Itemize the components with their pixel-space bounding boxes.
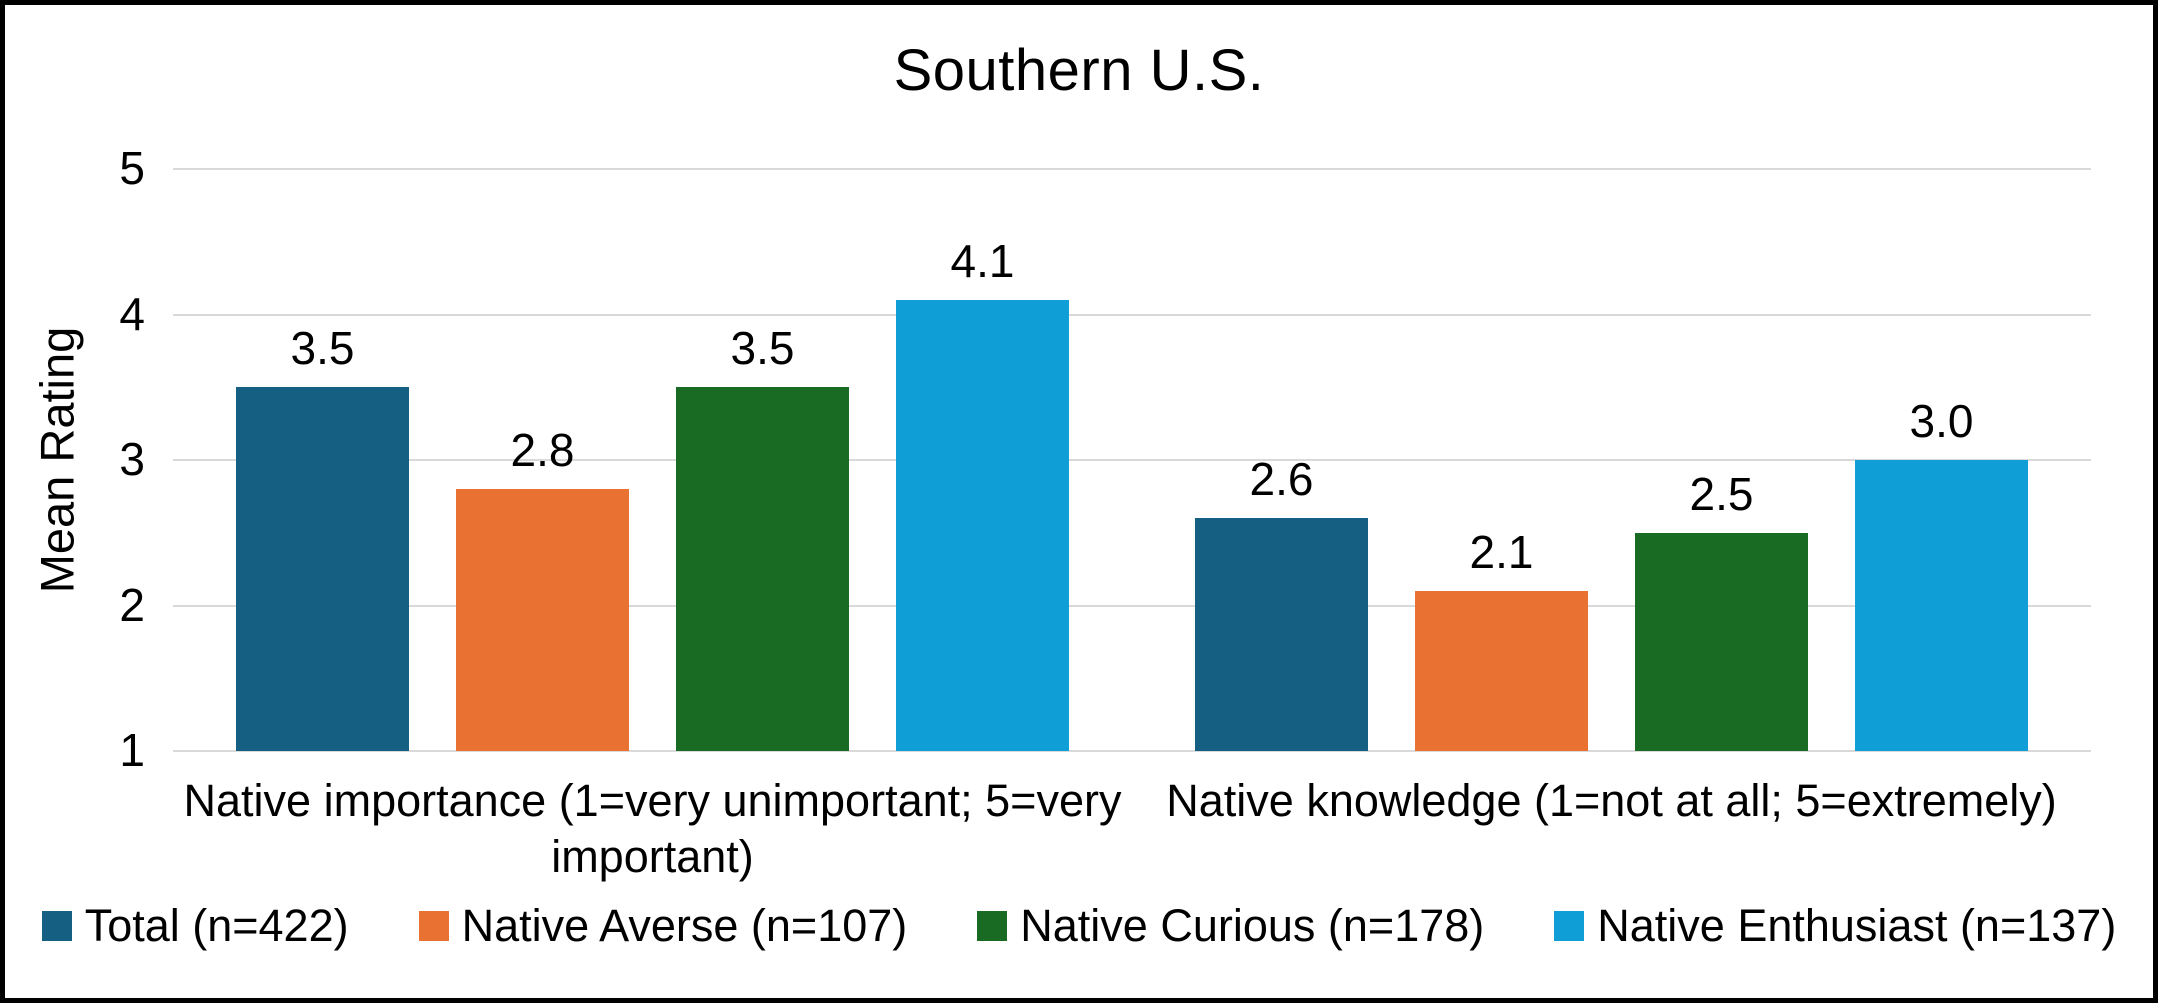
legend-item: Native Enthusiast (n=137): [1554, 903, 2116, 948]
gridline-2: [173, 604, 2091, 607]
gridline-5: [173, 168, 2091, 170]
bar-value-label: 3.5: [730, 322, 795, 375]
bar-group-2: 2.6 2.1 2.5 3.0: [1132, 169, 2091, 751]
bar-group-1: 3.5 2.8 3.5 4.1: [173, 169, 1132, 751]
legend-label: Native Curious (n=178): [1020, 900, 1485, 951]
bar-value-label: 2.5: [1689, 467, 1754, 520]
bar-value-label: 3.0: [1909, 395, 1974, 447]
legend-swatch-icon: [1554, 910, 1585, 941]
legend-item: Total (n=422): [41, 900, 349, 951]
legend: Total (n=422) Native Averse (n=107) Native…: [5, 903, 2153, 948]
bar-value-label: 2.6: [1249, 453, 1314, 506]
gridline-3: [173, 459, 2091, 461]
legend-label: Total (n=422): [84, 900, 349, 951]
y-tick-label-4: 4: [119, 287, 145, 340]
bar: 2.6: [1195, 456, 1368, 751]
bar-value-label: 3.5: [290, 322, 355, 375]
bar-groups: 3.5 2.8 3.5 4.1 2.6 2.1 2.5 3.0: [173, 169, 2091, 751]
bar: 3.0: [1855, 398, 2028, 751]
bar: 3.5: [676, 325, 849, 751]
gridline-1: [173, 750, 2091, 752]
legend-swatch-icon: [977, 910, 1008, 941]
legend-swatch-icon: [418, 910, 449, 941]
legend-swatch-icon: [41, 910, 72, 941]
y-tick-label-1: 1: [119, 724, 145, 777]
y-tick-label-2: 2: [119, 578, 145, 631]
y-tick-label-5: 5: [119, 142, 145, 195]
legend-label: Native Enthusiast (n=137): [1597, 900, 2117, 951]
bar-value-label: 2.1: [1469, 525, 1534, 578]
x-label-cell-1: Native importance (1=very unimportant; 5…: [173, 773, 1132, 886]
x-label-cell-2: Native knowledge (1=not at all; 5=extrem…: [1132, 773, 2091, 886]
gridline-4: [173, 313, 2091, 316]
bar: 2.8: [456, 427, 629, 751]
chart-title: Southern U.S.: [893, 38, 1265, 103]
bar-value-label: 4.1: [950, 234, 1015, 287]
plot-area: 3.5 2.8 3.5 4.1 2.6 2.1 2.5 3.0: [173, 168, 2091, 752]
y-tick-label-3: 3: [119, 433, 145, 486]
bar: 4.1: [896, 238, 1069, 751]
bar-value-label: 2.8: [510, 424, 575, 477]
category-label: Native importance (1=very unimportant; 5…: [183, 775, 1122, 883]
x-axis-labels: Native importance (1=very unimportant; 5…: [173, 773, 2091, 886]
legend-label: Native Averse (n=107): [461, 900, 908, 951]
bar: 2.1: [1415, 529, 1588, 751]
bar: 3.5: [236, 325, 409, 751]
category-label: Native knowledge (1=not at all; 5=extrem…: [1166, 775, 2057, 826]
legend-item: Native Curious (n=178): [977, 903, 1484, 948]
legend-item: Native Averse (n=107): [418, 900, 908, 951]
bar: 2.5: [1635, 471, 1808, 751]
